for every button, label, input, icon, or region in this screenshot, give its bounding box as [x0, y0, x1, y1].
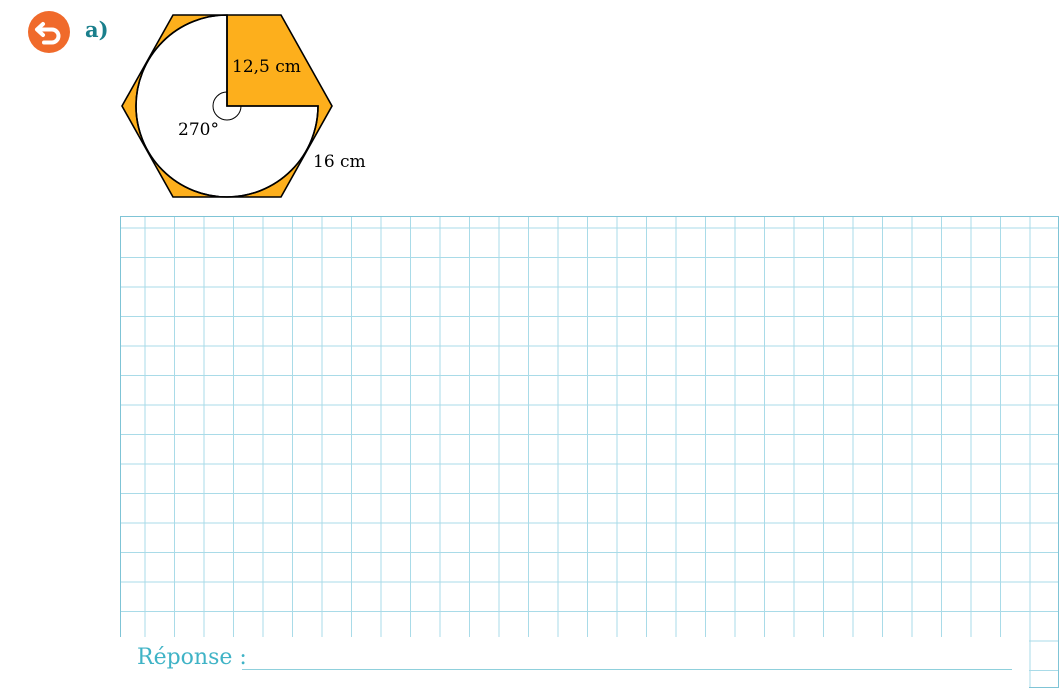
part-label: a) [85, 17, 109, 42]
undo-arrow-icon[interactable] [27, 10, 71, 54]
answer-input-line[interactable] [242, 669, 1012, 670]
hexagon-figure: 270° 12,5 cm 16 cm [121, 14, 366, 198]
radius-label: 12,5 cm [232, 57, 301, 77]
side-label: 16 cm [313, 152, 366, 172]
answer-grid[interactable] [120, 216, 1059, 688]
answer-label: Réponse : [137, 645, 247, 670]
angle-marker [212, 91, 242, 121]
answer-box [120, 637, 1029, 688]
angle-label: 270° [178, 120, 219, 140]
